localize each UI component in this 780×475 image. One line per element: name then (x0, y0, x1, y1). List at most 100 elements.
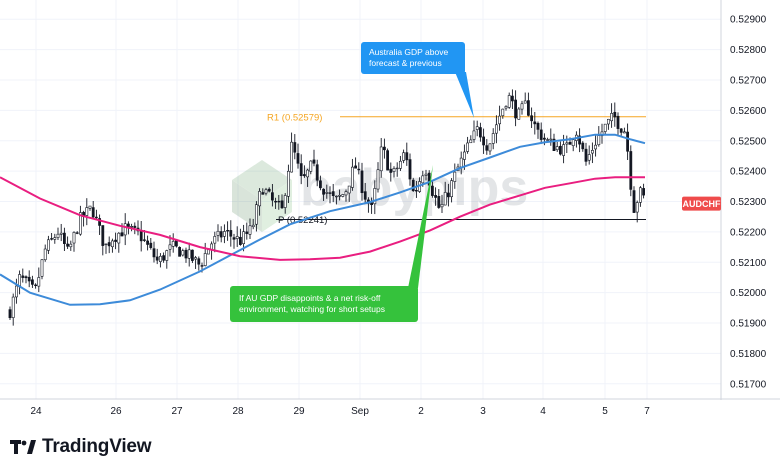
candle-body (251, 224, 255, 228)
candle-body (290, 141, 294, 173)
candle-body (168, 244, 172, 250)
candle-body (642, 188, 646, 196)
candle-body (450, 180, 454, 198)
candle-body (127, 223, 130, 227)
candle-body (315, 164, 319, 181)
price-tick-label: 0.52700 (730, 75, 767, 86)
candle-body (539, 129, 543, 140)
candle-body (485, 145, 489, 151)
candle-body (85, 207, 89, 216)
candle-body (363, 191, 367, 200)
candle-body (79, 212, 82, 235)
candle-body (155, 256, 159, 261)
candle-body (443, 192, 447, 206)
candle-body (178, 246, 182, 257)
candle-body (24, 276, 28, 279)
candle-body (370, 202, 374, 206)
candle-body (239, 236, 242, 245)
candle-body (165, 250, 169, 261)
candle-body (229, 230, 233, 237)
candle-body (347, 185, 351, 194)
candle-body (245, 231, 249, 234)
candle-body (159, 255, 162, 262)
candle-body (408, 159, 412, 180)
price-tick-label: 0.52400 (730, 167, 767, 178)
candle-body (325, 192, 329, 194)
gdp-callout (361, 42, 465, 74)
price-tick-label: 0.52100 (730, 258, 767, 269)
candle-body (578, 135, 582, 145)
candle-body (613, 111, 617, 118)
candle-body (536, 122, 540, 130)
candle-body (101, 225, 105, 246)
candle-body (472, 130, 476, 140)
candle-body (635, 202, 639, 213)
candle-body (149, 242, 153, 248)
candle-body (533, 121, 537, 125)
candle-body (392, 168, 396, 172)
candle-body (203, 253, 207, 266)
candle-body (66, 243, 70, 247)
tradingview-logo-text: TradingView (42, 436, 152, 457)
candle-body (587, 154, 591, 161)
candle-body (181, 250, 185, 256)
candle-body (469, 139, 473, 144)
candle-body (520, 103, 524, 110)
price-axis[interactable]: 0.52900 0.52800 0.52700 0.52600 0.52500 0.524… (730, 15, 767, 391)
candle-body (379, 146, 383, 172)
candle-body (434, 195, 438, 198)
moving-average-pink (0, 176, 645, 261)
candle-body (267, 188, 271, 192)
time-axis[interactable]: 24 26 27 28 29 Sep 2 3 4 5 7 (30, 406, 650, 417)
candle-body (440, 204, 444, 208)
candle-body (331, 191, 335, 197)
candle-body (133, 225, 137, 228)
candle-body (43, 248, 47, 261)
candle-body (507, 95, 511, 108)
candle-body (376, 169, 380, 190)
candle-body (542, 137, 546, 140)
candle-body (53, 237, 57, 240)
candle-body (293, 142, 297, 153)
time-tick-label: 24 (30, 406, 42, 417)
candle-body (504, 106, 508, 109)
candle-body (277, 200, 281, 203)
tradingview-logo[interactable]: TradingView (10, 436, 152, 458)
tradingview-logo-icon (10, 440, 36, 454)
candle-body (395, 167, 399, 170)
candle-body (162, 255, 166, 261)
candle-body (219, 231, 223, 238)
candle-body (8, 309, 12, 319)
candle-body (194, 257, 198, 260)
candle-body (344, 191, 348, 196)
candle-body (152, 248, 156, 258)
candle-body (114, 239, 118, 242)
candle-body (88, 205, 92, 209)
candle-body (517, 108, 521, 120)
time-tick-label: 5 (602, 406, 608, 417)
price-tick-label: 0.52500 (730, 136, 767, 147)
candle-body (478, 127, 482, 138)
candle-body (232, 237, 236, 240)
candle-body (424, 173, 428, 176)
candle-body (30, 279, 34, 285)
price-tick-label: 0.52300 (730, 197, 767, 208)
candle-body (270, 192, 274, 201)
candle-body (40, 259, 44, 277)
candle-body (581, 142, 585, 150)
candle-body (382, 146, 386, 151)
candle-body (328, 192, 332, 194)
candle-body (421, 175, 425, 184)
candle-body (274, 200, 278, 203)
candle-body (411, 179, 415, 191)
candle-body (488, 143, 492, 152)
candle-body (501, 108, 505, 117)
candle-body (322, 188, 326, 195)
candle-body (459, 157, 463, 168)
candle-body (111, 240, 114, 248)
candle-body (498, 115, 502, 125)
candle-body (629, 151, 633, 190)
